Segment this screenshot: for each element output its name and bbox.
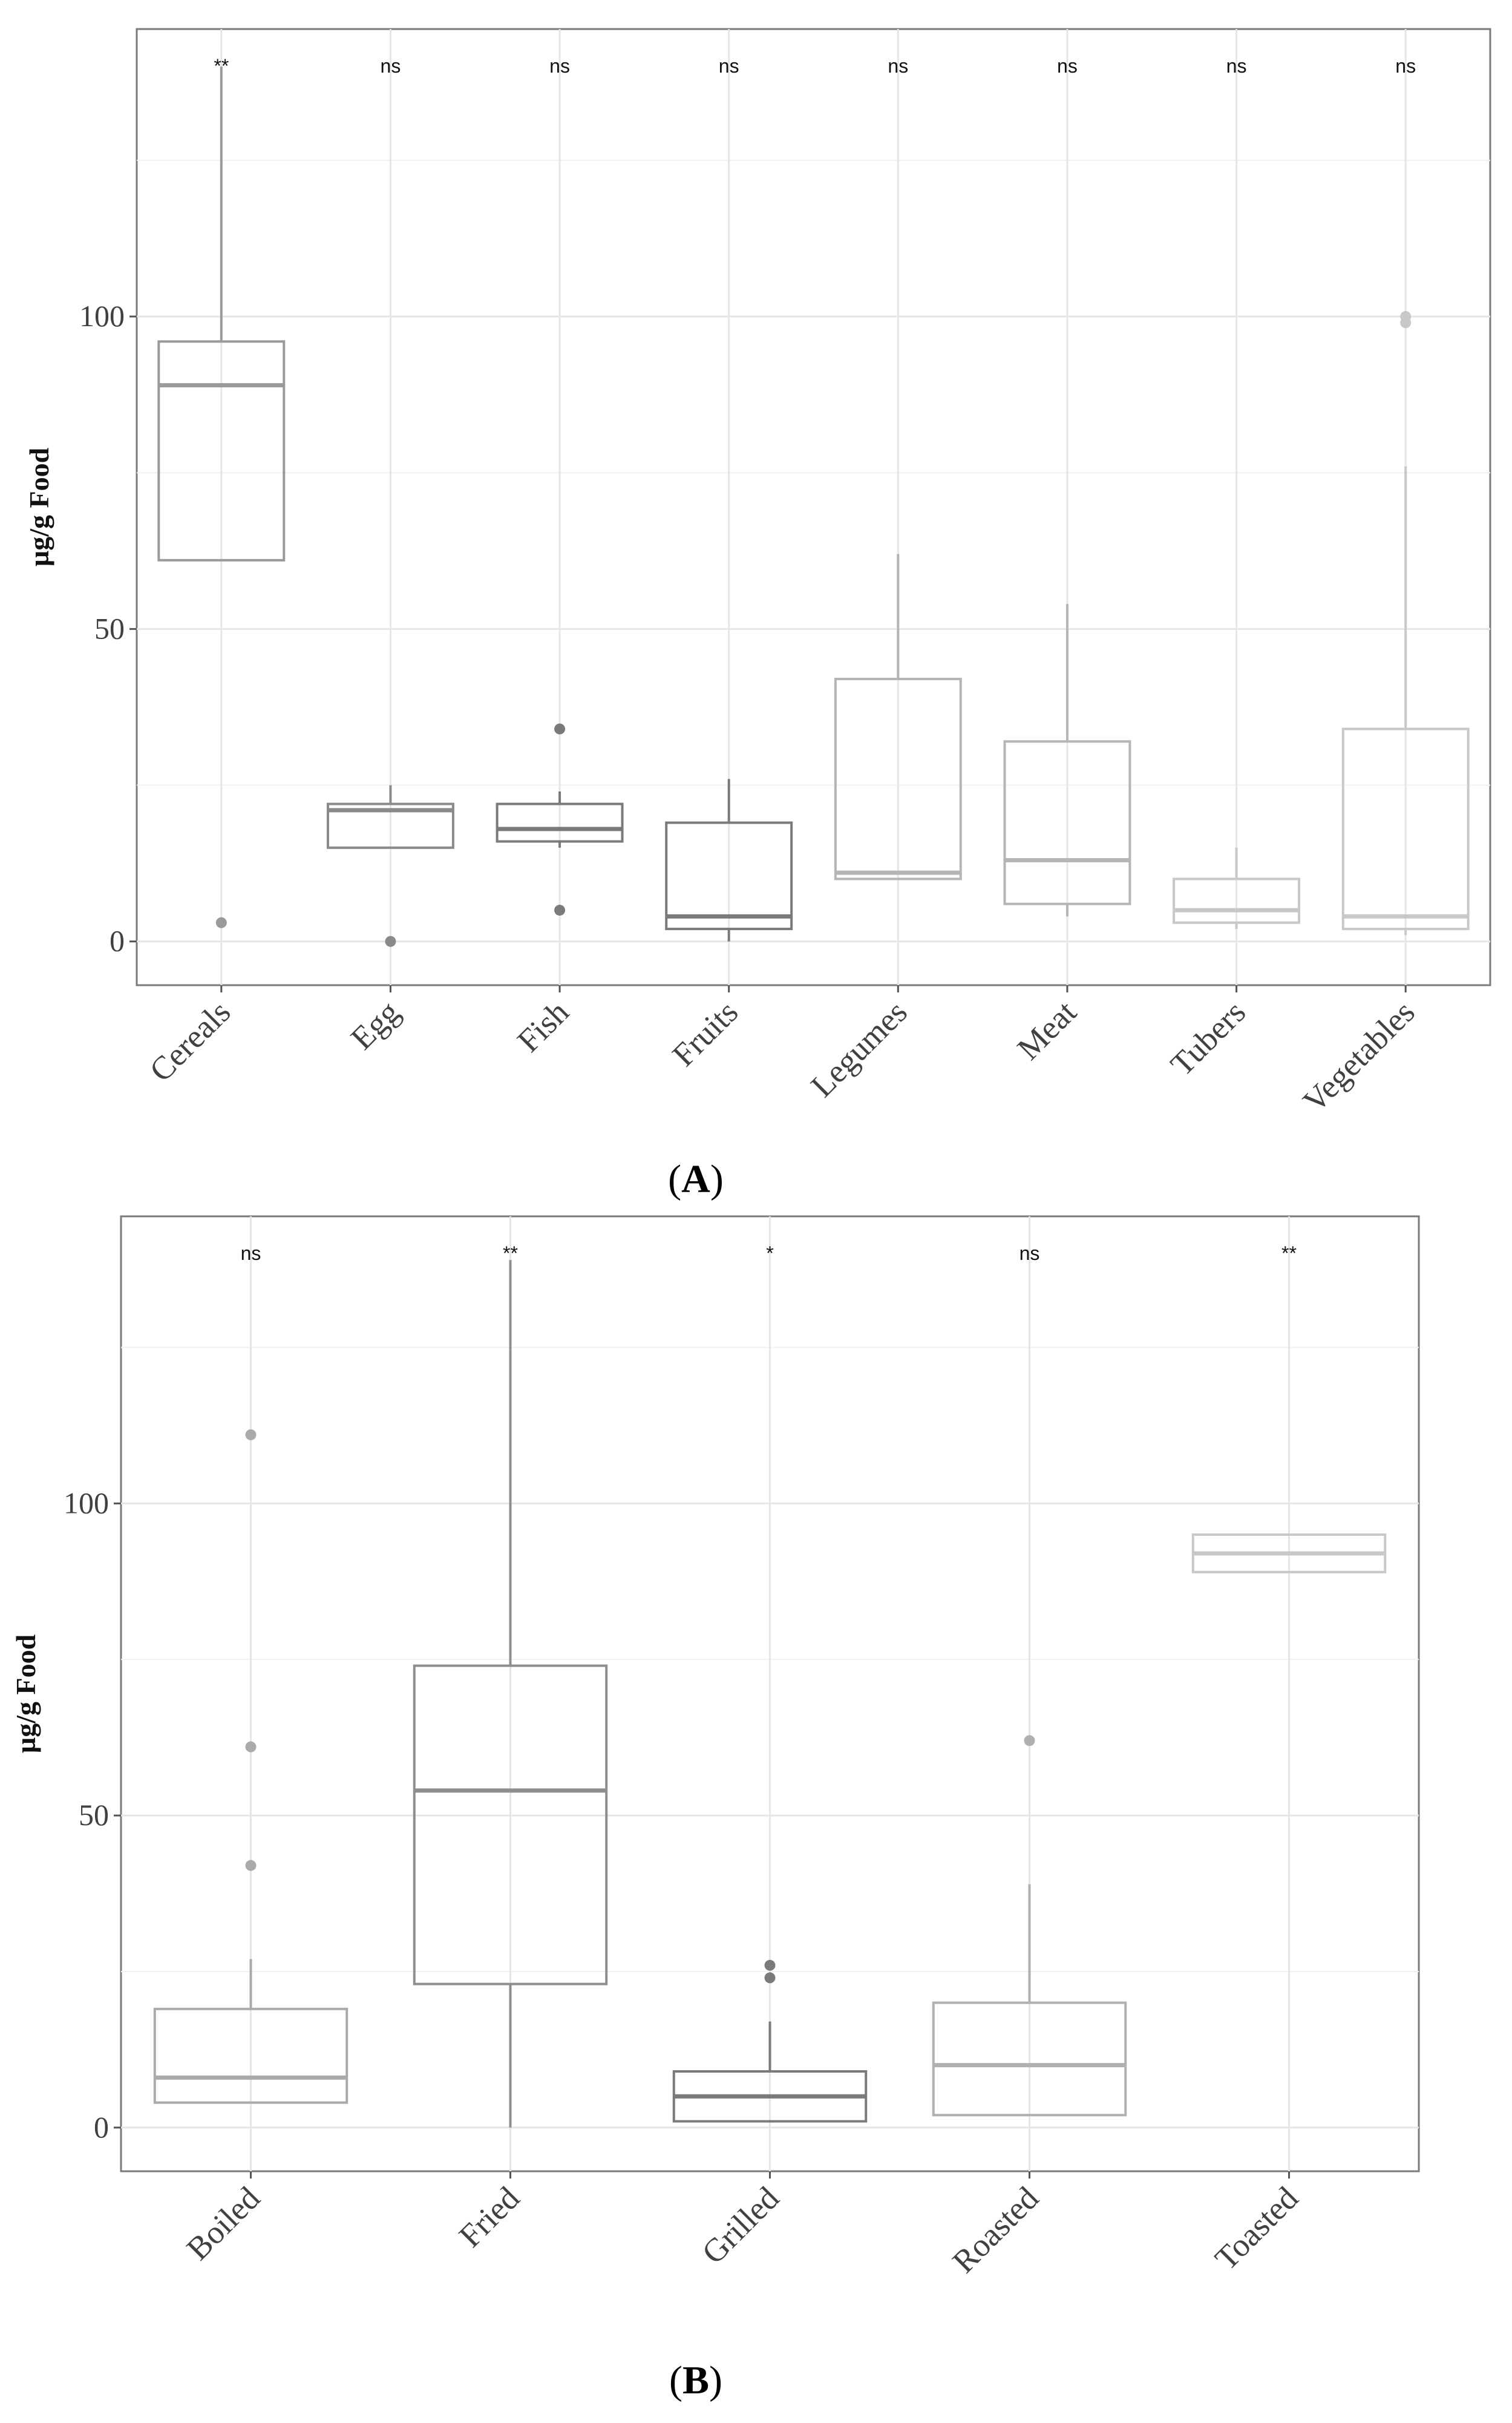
panel-a-y-tick-label: 50 [94,611,125,645]
panel-b-significance-boiled: ns [241,1242,261,1264]
panel-a-box-meat [1003,740,1131,905]
panel-a-chart: 0 50 100 µg/g Food ** Cereals ns Egg ns Fish ns Fru… [24,28,1491,1120]
panel-a-outlier-cereals [215,917,227,928]
panel-b-outlier-grilled [764,1959,776,1971]
panel-a-outlier-vegetables [1400,311,1412,323]
panel-a-significance-fish: ns [549,55,570,77]
panel-b-box-boiled [153,2007,349,2104]
panel-a-plot-area [136,28,1491,986]
panel-b-y-tick-label: 50 [79,1798,109,1832]
panel-b-chart: 0 50 100 µg/g Food ns Boiled ** Fried * Grilled ns… [10,1215,1420,2280]
panel-b-box-roasted [932,2001,1127,2117]
panel-a-y-axis-label: µg/g Food [24,447,54,566]
panel-b-x-tick-label-grilled: Grilled [695,2180,786,2271]
caption-b: (B) [669,2358,722,2402]
panel-a-box-cereals [157,340,286,562]
panel-a-significance-cereals: ** [214,55,229,77]
panel-b-x-tick-label-roasted: Roasted [946,2180,1046,2280]
panel-a-x-tick-label-fish: Fish [510,994,575,1059]
panel-a-box-egg [326,802,454,849]
panel-b-outlier-boiled [245,1429,257,1440]
panel-b-significance-toasted: ** [1281,1242,1297,1264]
panel-a-significance-fruits: ns [719,55,739,77]
panel-a-y-tick-label: 0 [110,924,125,958]
panel-b-outlier-grilled [764,1972,776,1984]
panel-a-x-tick-label-cereals: Cereals [142,994,237,1089]
panel-b-significance-grilled: * [766,1242,773,1264]
panel-a-x-tick-label-legumes: Legumes [803,994,914,1104]
panel-a-box-fruits [665,821,793,931]
panel-a-outlier-egg [385,936,396,947]
panel-a-box-vegetables [1341,727,1470,931]
panel-a-x-tick-label-tubers: Tubers [1163,994,1252,1083]
panel-a-outlier-fish [554,723,566,735]
panel-a-box-fish [496,802,624,843]
panel-b-significance-roasted: ns [1019,1242,1040,1264]
panel-b-x-tick-label-toasted: Toasted [1208,2180,1305,2277]
panel-a-significance-legumes: ns [888,55,908,77]
panel-b-outlier-roasted [1024,1735,1035,1746]
panel-a-y-tick-label: 100 [79,299,125,333]
panel-a-x-tick-label-egg: Egg [344,994,407,1057]
panel-a-x-tick-label-fruits: Fruits [666,994,745,1074]
panel-b-box-fried [413,1664,608,1985]
panel-b-outlier-boiled [245,1860,257,1871]
panel-b-x-tick-label-fried: Fried [452,2180,526,2254]
panel-b-significance-fried: ** [503,1242,518,1264]
panel-b-x-tick-label-boiled: Boiled [180,2180,267,2267]
panel-a-significance-tubers: ns [1226,55,1247,77]
panel-b-y-tick-label: 0 [94,2110,109,2144]
panel-a-significance-egg: ns [381,55,401,77]
panel-a-outlier-fish [554,905,566,916]
panel-b-outlier-boiled [245,1741,257,1752]
caption-a: (A) [668,1157,724,1201]
panel-b-y-tick-label: 100 [64,1486,109,1520]
panel-a-box-tubers [1173,877,1301,924]
panel-a-significance-meat: ns [1057,55,1078,77]
panel-b-y-axis-label: µg/g Food [10,1634,41,1753]
panel-a-box-legumes [834,677,962,880]
panel-a-x-tick-label-vegetables: Vegetables [1296,994,1422,1120]
panel-a-x-tick-label-meat: Meat [1010,994,1084,1067]
panel-a-significance-vegetables: ns [1395,55,1416,77]
